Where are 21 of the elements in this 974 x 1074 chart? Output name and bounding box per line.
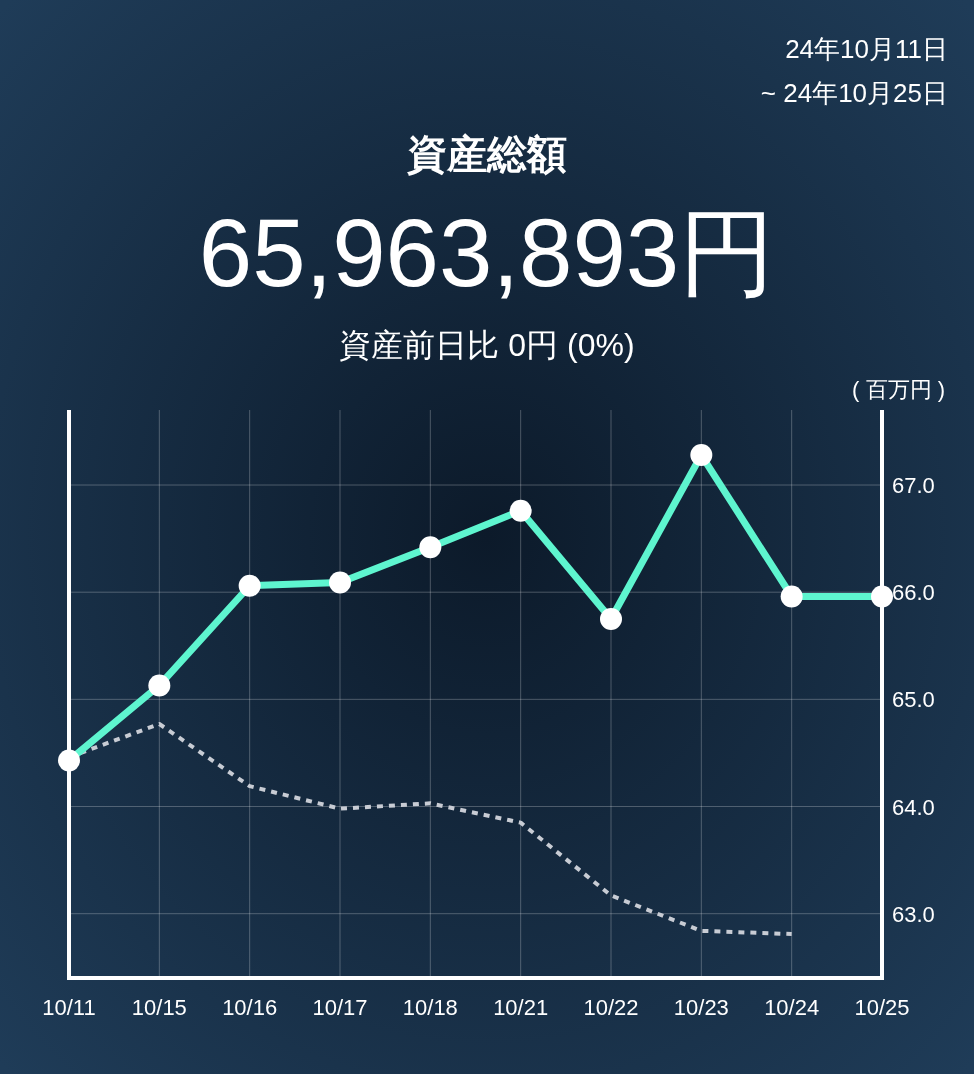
x-tick-label: 10/16 — [222, 995, 278, 1020]
x-tick-label: 10/22 — [583, 995, 639, 1020]
x-tick-label: 10/21 — [493, 995, 549, 1020]
x-tick-label: 10/15 — [131, 995, 187, 1020]
y-tick-label: 65.0 — [892, 687, 935, 713]
y-tick-label: 63.0 — [892, 901, 935, 927]
x-tick-label: 10/24 — [764, 995, 820, 1020]
x-tick-label: 10/25 — [854, 995, 910, 1020]
x-tick-label: 10/11 — [42, 995, 96, 1020]
text: 24年10月11日 — [785, 34, 948, 64]
y-tick-label: 67.0 — [892, 473, 935, 499]
chart-title: 資産総額 — [407, 132, 567, 176]
x-tick-label: 10/18 — [402, 995, 458, 1020]
text: 65,963,893円 — [198, 199, 776, 306]
x-tick-label: 10/17 — [312, 995, 368, 1020]
y-tick-label: 66.0 — [892, 580, 935, 606]
x-tick-label: 10/23 — [673, 995, 729, 1020]
text: ~ 24年10月25日 — [760, 78, 948, 108]
y-tick-label: 64.0 — [892, 794, 935, 820]
y-axis-title: ( 百万円 ) — [852, 377, 945, 402]
text: 資産前日比 0円 (0%) — [339, 327, 635, 363]
